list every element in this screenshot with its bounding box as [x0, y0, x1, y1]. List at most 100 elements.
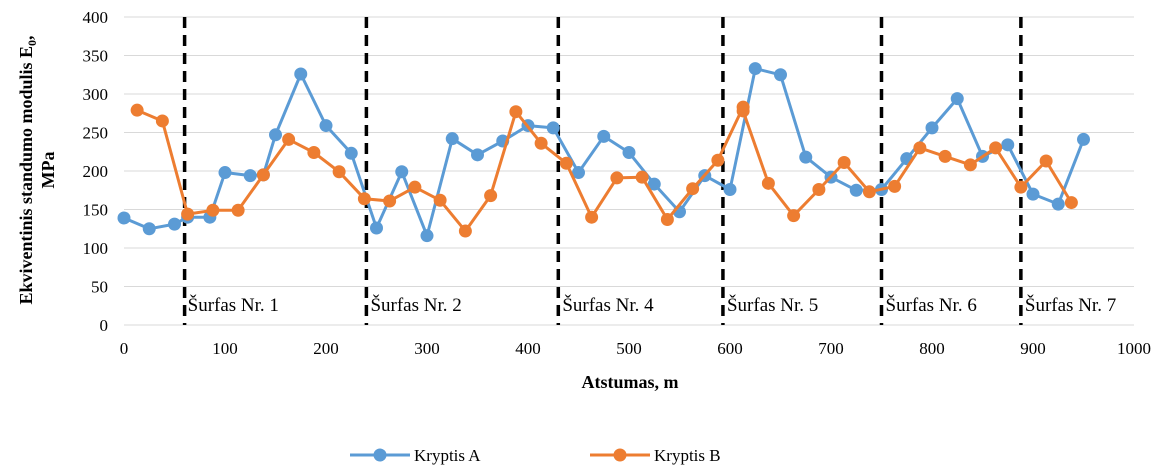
y-tick-label: 0	[100, 316, 109, 335]
data-point	[963, 158, 977, 172]
y-axis-title-main: Ekviventinis standumo modulis E	[16, 46, 36, 305]
data-point	[761, 176, 775, 190]
data-point	[812, 182, 826, 196]
series-2	[130, 100, 1078, 238]
x-tick-label: 600	[717, 339, 743, 358]
data-point	[913, 141, 927, 155]
data-series	[117, 62, 1090, 243]
data-point	[269, 128, 282, 142]
section-labels: Šurfas Nr. 1 Šurfas Nr. 2 Šurfas Nr. 4 Šurf…	[188, 294, 1117, 316]
legend-label: Kryptis A	[414, 446, 481, 465]
data-point	[711, 153, 725, 167]
y-axis-title: Ekviventinis standumo modulis E0, MPa	[16, 35, 58, 304]
x-tick-label: 1000	[1117, 339, 1151, 358]
y-tick-label: 50	[91, 278, 108, 297]
data-point	[357, 192, 371, 206]
data-point	[420, 229, 434, 243]
legend-item: Kryptis B	[590, 446, 721, 465]
data-point	[332, 165, 346, 179]
x-tick-label: 200	[313, 339, 339, 358]
legend-label: Kryptis B	[654, 446, 721, 465]
data-point	[509, 105, 523, 119]
data-point	[319, 119, 333, 133]
x-tick-label: 0	[120, 339, 129, 358]
x-axis-title: Atstumas, m	[582, 372, 679, 392]
data-point	[181, 207, 195, 221]
y-tick-label: 250	[83, 124, 109, 143]
section-label: Šurfas Nr. 1	[188, 294, 279, 316]
legend-item: Kryptis A	[350, 446, 481, 465]
y-tick-label: 300	[83, 85, 109, 104]
data-point	[1077, 132, 1090, 146]
data-point	[559, 156, 573, 170]
data-point	[282, 132, 296, 146]
x-tick-label: 900	[1020, 339, 1046, 358]
data-point	[383, 194, 397, 208]
data-point	[458, 224, 472, 238]
x-tick-label: 800	[919, 339, 945, 358]
data-point	[370, 221, 383, 235]
data-point	[218, 166, 232, 180]
y-tick-label: 400	[83, 8, 109, 27]
y-tick-label: 150	[83, 201, 109, 220]
section-label: Šurfas Nr. 5	[727, 294, 818, 316]
data-point	[723, 182, 737, 196]
data-point	[610, 171, 624, 185]
data-point	[445, 132, 459, 146]
data-point	[231, 203, 245, 217]
data-point	[1026, 187, 1040, 201]
data-point	[1064, 196, 1078, 210]
data-point	[168, 217, 181, 231]
legend-marker	[613, 448, 627, 462]
x-tick-label: 700	[818, 339, 844, 358]
data-point	[660, 213, 674, 227]
data-point	[1051, 197, 1065, 211]
data-point	[130, 103, 144, 117]
data-point	[408, 180, 422, 194]
section-label: Šurfas Nr. 6	[886, 294, 977, 316]
section-label: Šurfas Nr. 7	[1025, 294, 1116, 316]
data-point	[736, 104, 750, 118]
legend: Kryptis A Kryptis B	[350, 446, 721, 465]
data-point	[344, 146, 358, 160]
data-point	[433, 193, 447, 207]
data-point	[799, 150, 813, 164]
x-tick-label: 400	[515, 339, 541, 358]
data-point	[1001, 138, 1015, 152]
y-axis-title-unit: MPa	[38, 152, 58, 189]
data-point	[925, 121, 939, 135]
gridlines	[124, 16, 1134, 326]
data-point	[546, 121, 560, 135]
x-axis-ticks: 0 100 200 300 400 500 600 700 800 900 1000	[120, 339, 1151, 358]
data-point	[950, 92, 964, 106]
x-tick-label: 100	[212, 339, 238, 358]
y-tick-label: 100	[83, 239, 109, 258]
data-point	[748, 62, 762, 76]
y-axis-title-comma: ,	[16, 35, 36, 40]
section-label: Šurfas Nr. 2	[370, 294, 461, 316]
data-point	[686, 182, 700, 196]
data-point	[256, 168, 270, 182]
data-point	[622, 146, 636, 160]
data-point	[572, 166, 585, 180]
section-label: Šurfas Nr. 4	[562, 294, 654, 316]
data-point	[484, 189, 498, 203]
x-tick-label: 300	[414, 339, 440, 358]
data-point	[1014, 180, 1028, 194]
data-point	[849, 183, 863, 197]
data-point	[1039, 154, 1053, 168]
y-tick-label: 200	[83, 162, 109, 181]
svg-text:Ekviventinis standumo modulis: Ekviventinis standumo modulis E0,	[16, 35, 39, 304]
data-point	[888, 179, 902, 193]
data-point	[774, 68, 787, 82]
data-point	[534, 136, 548, 150]
data-point	[989, 141, 1003, 155]
data-point	[243, 169, 257, 183]
data-point	[206, 203, 220, 217]
data-point	[395, 165, 409, 179]
data-point	[307, 146, 321, 160]
data-point	[787, 209, 801, 223]
data-point	[471, 148, 484, 162]
data-point	[597, 129, 611, 143]
